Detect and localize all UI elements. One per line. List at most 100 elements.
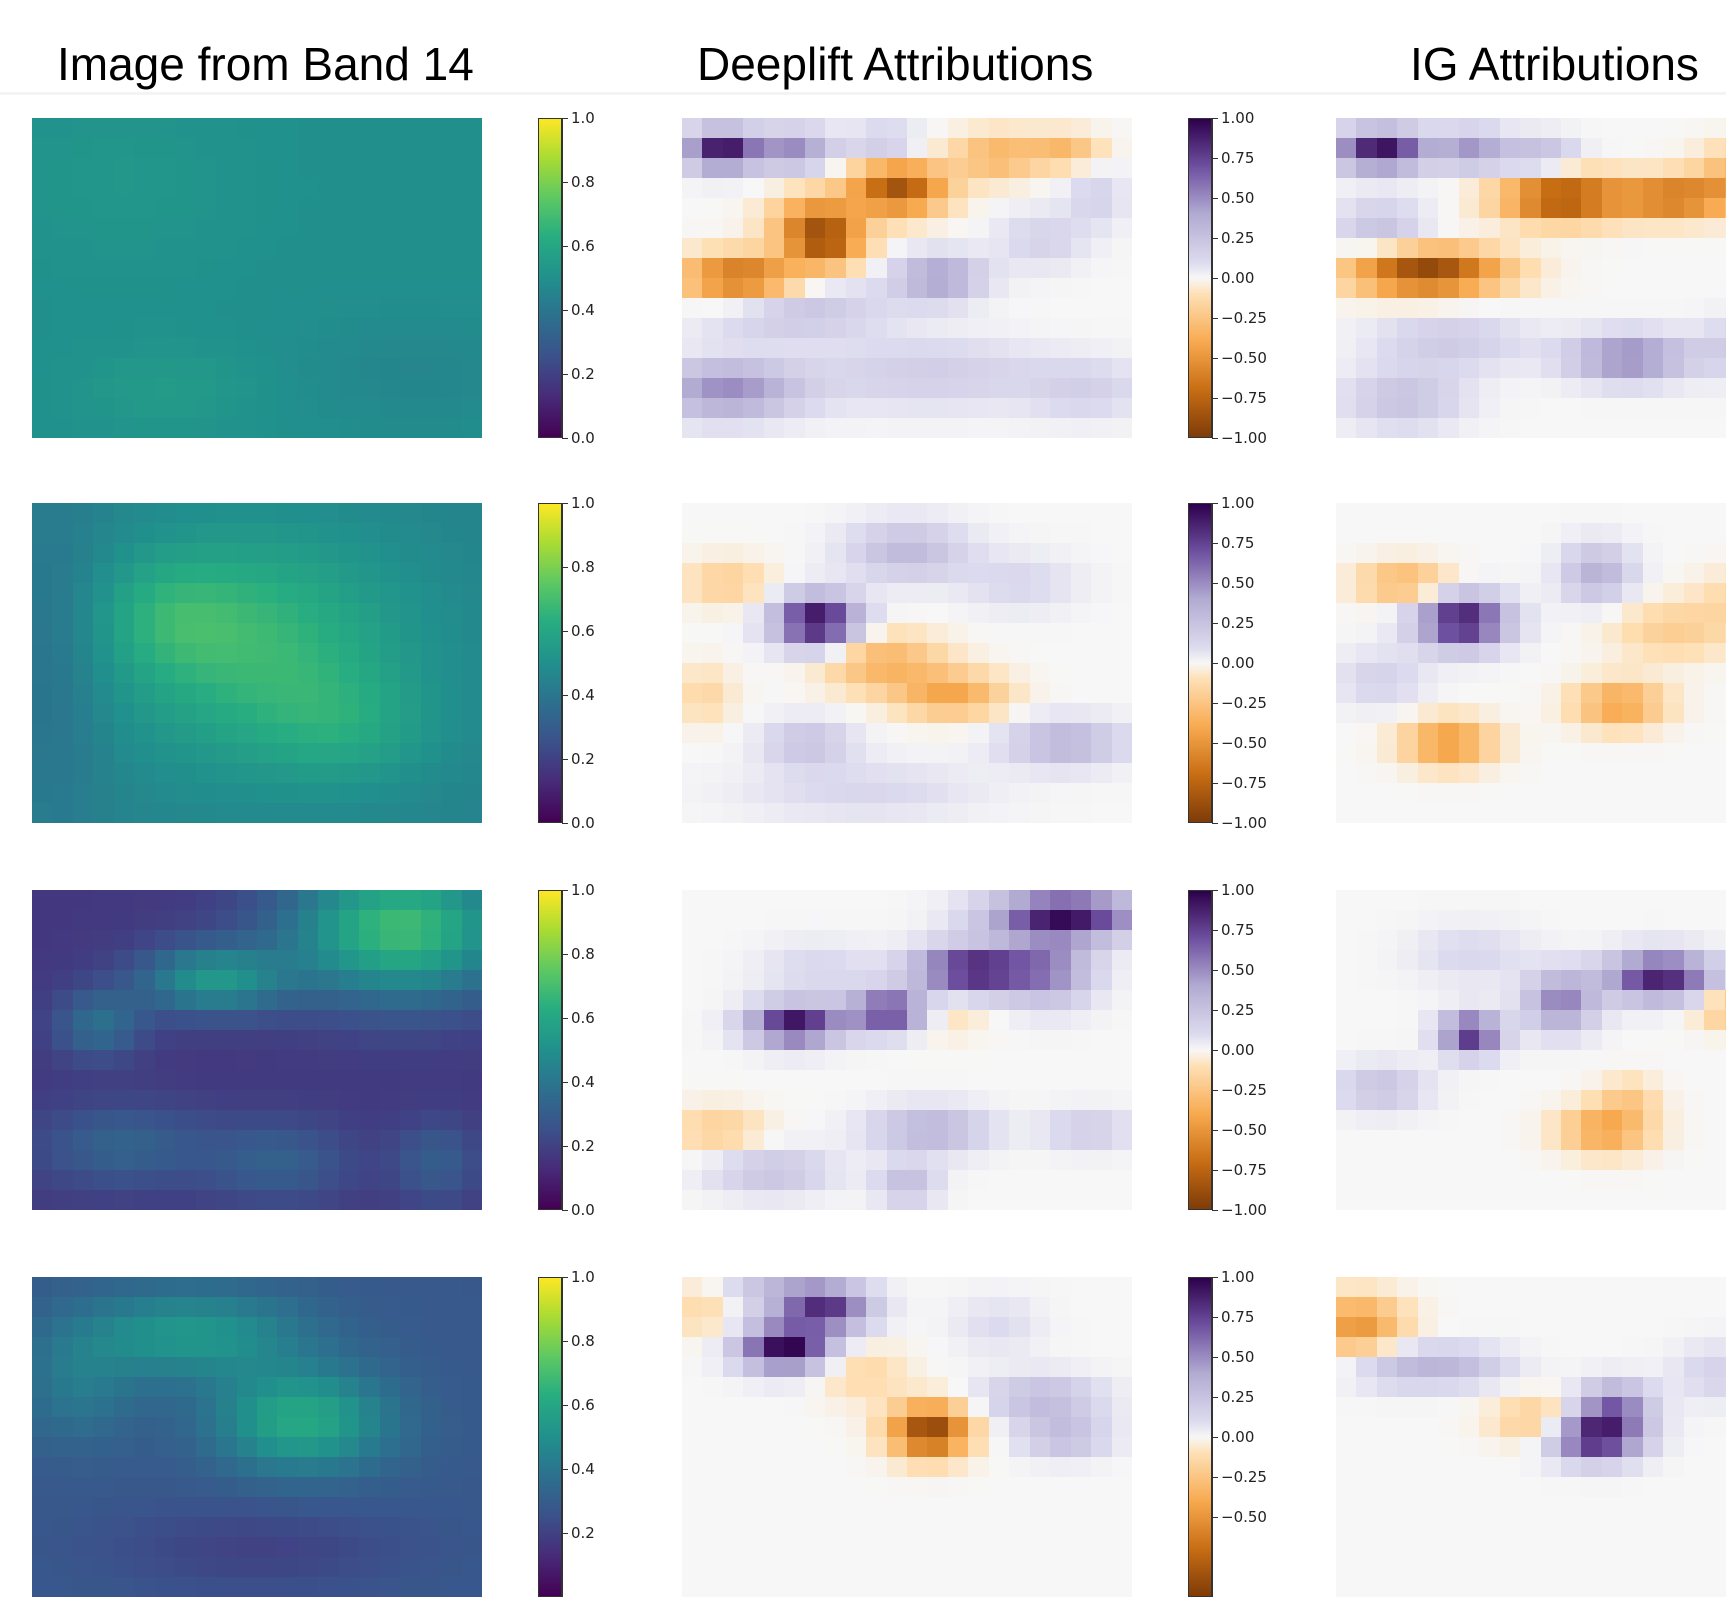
deeplift-attribution-row-2-cell — [804, 563, 826, 584]
deeplift-attribution-row-1-cell — [1050, 218, 1072, 239]
ig-attribution-row-4-cell — [1724, 1397, 1726, 1418]
ig-attribution-row-3-cell — [1479, 890, 1501, 911]
image-colorbar-row-4-tick — [562, 1341, 568, 1342]
deeplift-attribution-row-2-cell — [763, 703, 785, 724]
deeplift-attribution-row-3-cell — [1029, 1170, 1051, 1191]
deeplift-attribution-row-3-cell — [702, 1010, 724, 1031]
ig-attribution-row-2-cell — [1499, 803, 1521, 823]
deeplift-attribution-row-3-cell — [1009, 1170, 1031, 1191]
ig-attribution-row-1-cell — [1601, 138, 1623, 159]
deeplift-attribution-row-2-cell — [886, 543, 908, 564]
band14-image-row-3-cell — [154, 1190, 176, 1210]
band14-image-row-1-cell — [216, 298, 238, 319]
deeplift-attribution-row-1-cell — [968, 198, 990, 219]
band14-image-row-2-cell — [175, 803, 197, 823]
deeplift-attribution-row-1-cell — [988, 278, 1010, 299]
ig-attribution-row-2-cell — [1479, 523, 1501, 544]
deeplift-attribution-row-1-cell — [968, 138, 990, 159]
ig-attribution-row-2-cell — [1663, 583, 1685, 604]
ig-attribution-row-1-cell — [1622, 378, 1644, 399]
band14-image-row-2-cell — [338, 623, 360, 644]
deeplift-attribution-row-4-cell — [866, 1377, 888, 1398]
deeplift-attribution-row-1-cell — [886, 418, 908, 438]
deeplift-attribution-row-3-cell — [947, 1130, 969, 1151]
band14-image-row-2-cell — [236, 503, 258, 524]
deeplift-attribution-row-1-cell — [1009, 318, 1031, 339]
band14-image-row-1-cell — [32, 178, 54, 199]
deeplift-attribution-row-4-cell — [722, 1437, 744, 1458]
band14-image-row-2-cell — [154, 583, 176, 604]
deeplift-attribution-row-4-cell — [1050, 1457, 1072, 1478]
deeplift-attribution-row-4-cell — [1009, 1537, 1031, 1558]
deeplift-attribution-row-4-cell — [763, 1477, 785, 1498]
band14-image-row-4-cell — [420, 1497, 442, 1518]
attribution-colorbar-dl-row-2-tick — [1212, 503, 1218, 504]
deeplift-attribution-row-1-cell — [743, 338, 765, 359]
deeplift-attribution-row-4-cell — [825, 1277, 847, 1298]
ig-attribution-row-1-cell — [1356, 138, 1378, 159]
deeplift-attribution-row-4-cell — [907, 1477, 929, 1498]
attribution-colorbar-dl-row-4-tick — [1212, 1277, 1218, 1278]
band14-image-row-4 — [32, 1277, 482, 1597]
ig-attribution-row-4-cell — [1376, 1437, 1398, 1458]
ig-attribution-row-1-cell — [1479, 398, 1501, 419]
band14-image-row-2-cell — [175, 663, 197, 684]
deeplift-attribution-row-2-cell — [1050, 663, 1072, 684]
ig-attribution-row-2-cell — [1499, 523, 1521, 544]
deeplift-attribution-row-1-cell — [825, 298, 847, 319]
deeplift-attribution-row-4-cell — [682, 1537, 704, 1558]
band14-image-row-2-cell — [195, 563, 217, 584]
band14-image-row-3-cell — [318, 1070, 340, 1091]
band14-image-row-4-cell — [359, 1557, 381, 1578]
deeplift-attribution-row-1-cell — [1111, 338, 1132, 359]
band14-image-row-4-cell — [93, 1537, 115, 1558]
band14-image-row-1-cell — [52, 358, 74, 379]
deeplift-attribution-row-1-cell — [743, 318, 765, 339]
band14-image-row-2-cell — [338, 683, 360, 704]
ig-attribution-row-4-cell — [1724, 1337, 1726, 1358]
band14-image-row-4-cell — [175, 1577, 197, 1597]
column-title-deeplift: Deeplift Attributions — [697, 38, 1094, 90]
deeplift-attribution-row-4-cell — [907, 1497, 929, 1518]
deeplift-attribution-row-1-cell — [927, 398, 949, 419]
deeplift-attribution-row-1-cell — [784, 138, 806, 159]
deeplift-attribution-row-3-cell — [1009, 1090, 1031, 1111]
ig-attribution-row-3-cell — [1704, 1050, 1726, 1071]
band14-image-row-4-cell — [359, 1277, 381, 1298]
deeplift-attribution-row-3-cell — [722, 1170, 744, 1191]
band14-image-row-3-cell — [461, 1030, 482, 1051]
band14-image-row-1-cell — [420, 238, 442, 259]
band14-image-row-1-cell — [461, 158, 482, 179]
image-colorbar-row-2-tick — [562, 695, 568, 696]
deeplift-attribution-row-4-cell — [947, 1557, 969, 1578]
deeplift-attribution-row-3-cell — [722, 1110, 744, 1131]
deeplift-attribution-row-1-cell — [845, 418, 867, 438]
band14-image-row-2-cell — [236, 583, 258, 604]
deeplift-attribution-row-3-cell — [825, 890, 847, 911]
band14-image-row-4-cell — [441, 1397, 463, 1418]
band14-image-row-4-cell — [134, 1457, 156, 1478]
deeplift-attribution-row-4-cell — [1070, 1397, 1092, 1418]
deeplift-attribution-row-3-cell — [1029, 1110, 1051, 1131]
deeplift-attribution-row-4-cell — [845, 1297, 867, 1318]
ig-attribution-row-4-cell — [1683, 1457, 1705, 1478]
band14-image-row-3-cell — [400, 1050, 422, 1071]
attribution-colorbar-dl-row-1-tick-label: 0.75 — [1221, 149, 1255, 167]
deeplift-attribution-row-1-cell — [947, 278, 969, 299]
ig-attribution-row-4-cell — [1724, 1277, 1726, 1298]
deeplift-attribution-row-4-cell — [743, 1317, 765, 1338]
ig-attribution-row-2-cell — [1417, 503, 1439, 524]
band14-image-row-3-cell — [93, 930, 115, 951]
ig-attribution-row-2-cell — [1376, 623, 1398, 644]
deeplift-attribution-row-3-cell — [743, 890, 765, 911]
band14-image-row-2-cell — [175, 643, 197, 664]
ig-attribution-row-4-cell — [1581, 1337, 1603, 1358]
band14-image-row-1-cell — [93, 118, 115, 139]
deeplift-attribution-row-4-cell — [1009, 1357, 1031, 1378]
deeplift-attribution-row-3-cell — [1009, 950, 1031, 971]
band14-image-row-1-cell — [338, 118, 360, 139]
ig-attribution-row-3-cell — [1581, 1110, 1603, 1131]
ig-attribution-row-3-cell — [1458, 990, 1480, 1011]
band14-image-row-2-cell — [154, 603, 176, 624]
ig-attribution-row-3-cell — [1499, 890, 1521, 911]
